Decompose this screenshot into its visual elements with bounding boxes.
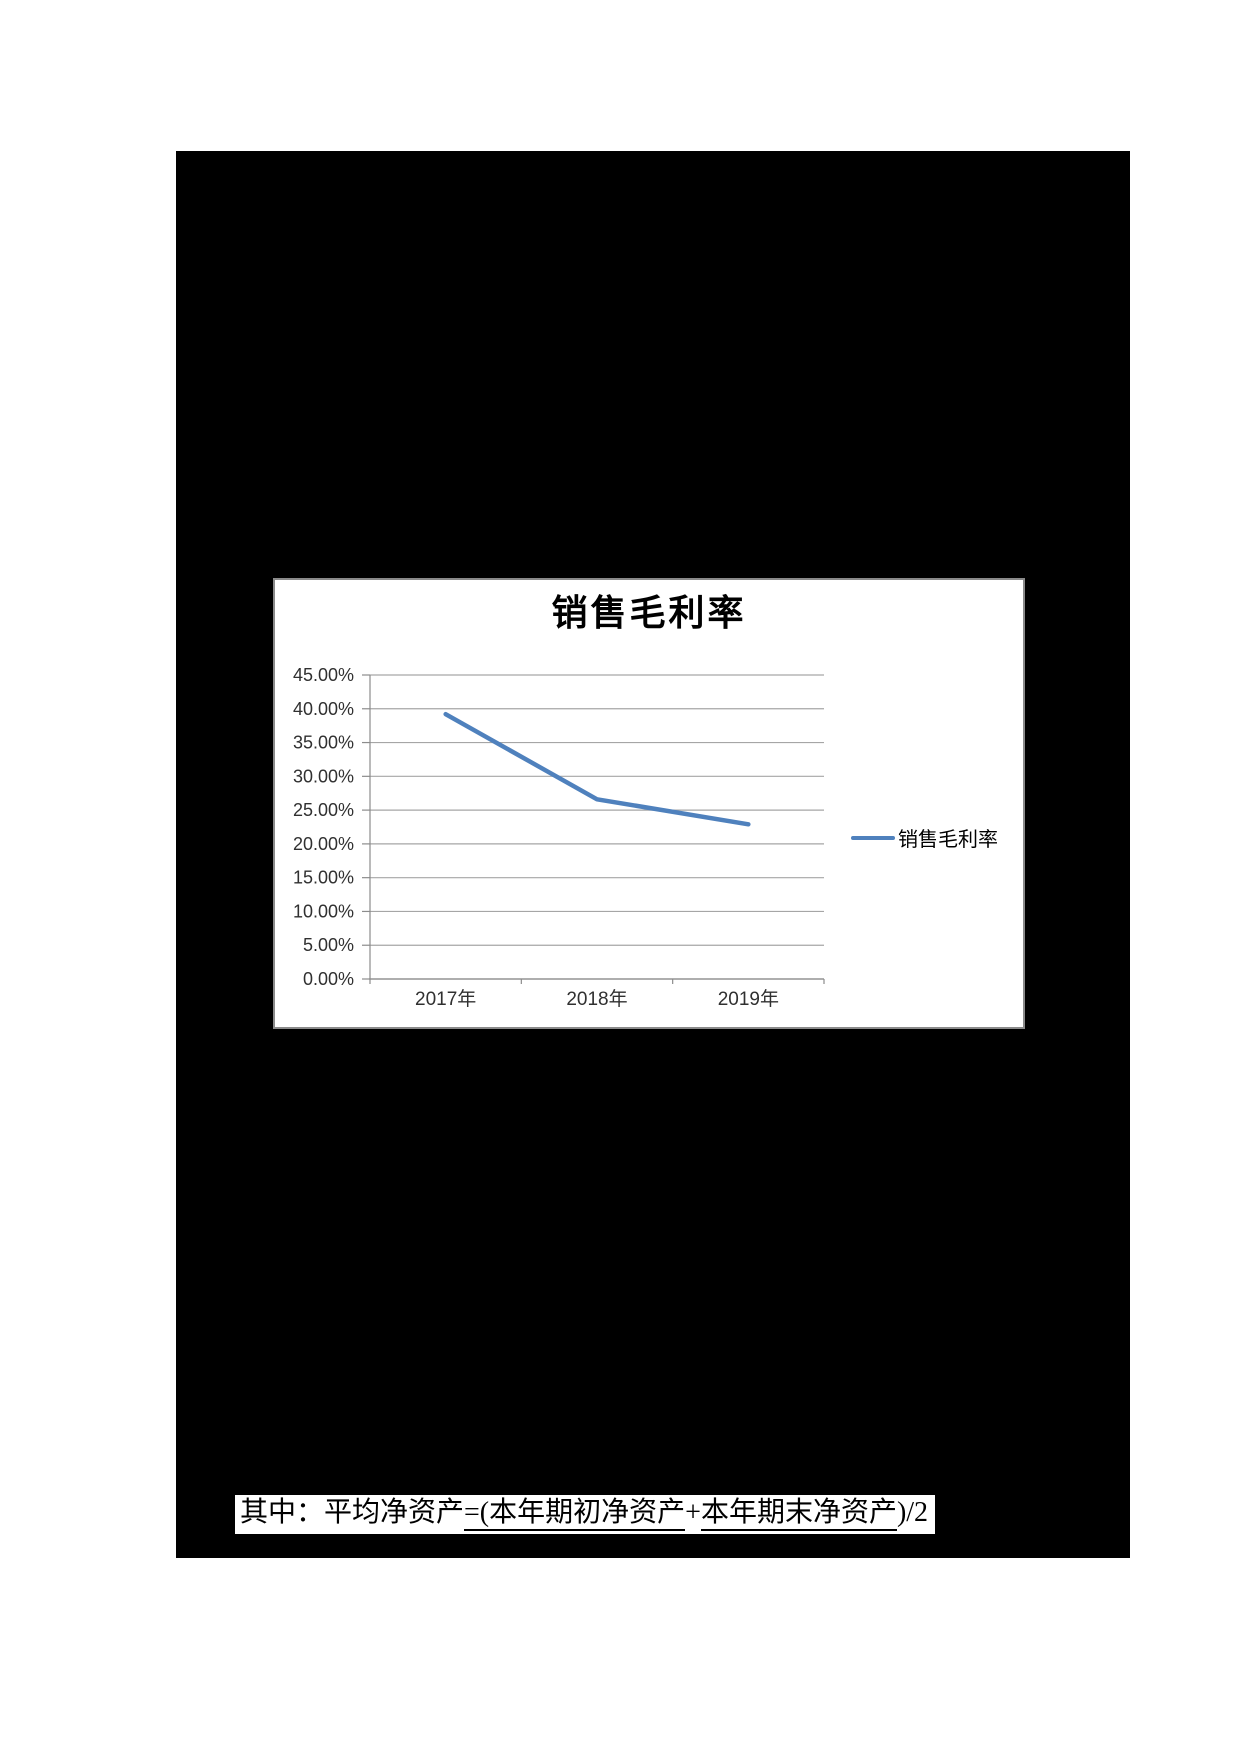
formula-plus-sign: + (685, 1497, 701, 1528)
x-tick-label: 2017年 (415, 988, 476, 1010)
chart-title: 销售毛利率 (551, 593, 747, 633)
formula-underlined-term-2: 本年期末净资产 (700, 1497, 897, 1531)
y-tick-label: 30.00% (293, 766, 354, 786)
y-tick-label: 40.00% (293, 699, 354, 719)
chart-container: 销售毛利率 45.00% 40.00% 35.00% 30.00% 25.00% 20.0… (273, 578, 1025, 1029)
formula-underlined-term-1: =(本年期初净资产 (464, 1497, 686, 1531)
y-tick-label: 20.00% (293, 834, 354, 854)
x-tick-label: 2019年 (718, 988, 779, 1010)
y-tick-label: 10.00% (293, 901, 354, 921)
data-line-series (443, 711, 751, 827)
chart-plot-area: 45.00% 40.00% 35.00% 30.00% 25.00% 20.00% 15.0… (293, 665, 825, 1010)
y-tick-label: 5.00% (303, 935, 354, 955)
document-content-area: 销售毛利率 45.00% 40.00% 35.00% 30.00% 25.00% 20.0… (176, 151, 1130, 1558)
y-tick-label: 15.00% (293, 868, 354, 888)
x-tick-label: 2018年 (566, 988, 627, 1010)
y-tick-label: 45.00% (293, 665, 354, 685)
chart-legend: 销售毛利率 (851, 823, 998, 852)
y-tick-label: 35.00% (293, 733, 354, 753)
y-tick-label: 25.00% (293, 800, 354, 820)
legend-line-marker-icon (851, 835, 895, 840)
formula-suffix: )/2 (896, 1497, 929, 1528)
y-tick-label: 0.00% (303, 969, 354, 989)
formula-line: 其中：平均净资产=(本年期初净资产+本年期末净资产)/2 (235, 1495, 936, 1534)
legend-series-label: 销售毛利率 (898, 829, 998, 851)
formula-prefix: 其中：平均净资产 (240, 1497, 465, 1528)
